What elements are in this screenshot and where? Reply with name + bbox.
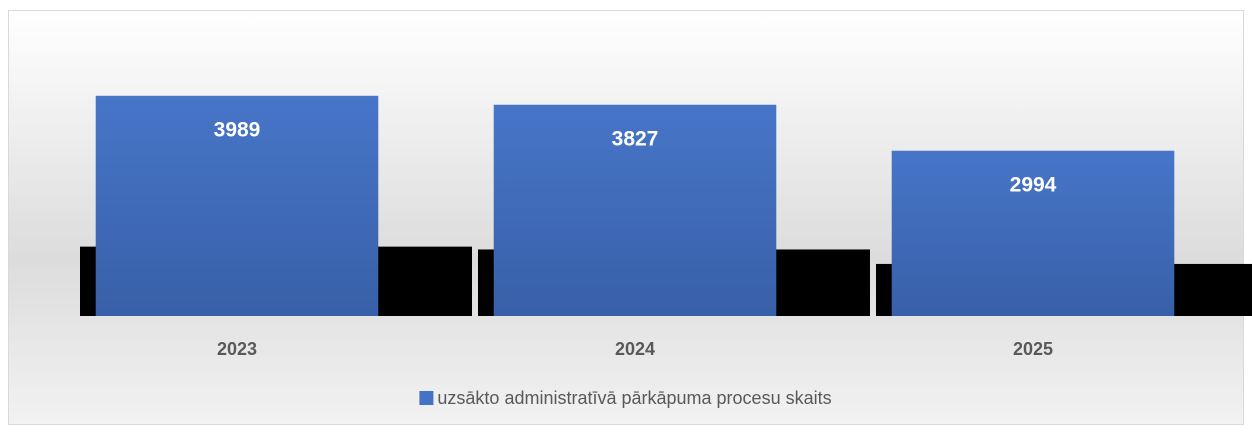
bar [95, 95, 379, 317]
bar [493, 104, 777, 316]
x-tick-label: 2023 [217, 339, 257, 359]
data-label: 3989 [214, 118, 261, 141]
x-tick-label: 2025 [1013, 339, 1053, 359]
data-label: 2994 [1010, 173, 1057, 196]
legend-swatch [419, 391, 434, 405]
data-label: 3827 [612, 127, 659, 150]
bar [891, 150, 1175, 316]
legend-label: uzsākto administratīvā pārkāpuma procesu… [437, 388, 831, 408]
x-tick-label: 2024 [615, 339, 655, 359]
